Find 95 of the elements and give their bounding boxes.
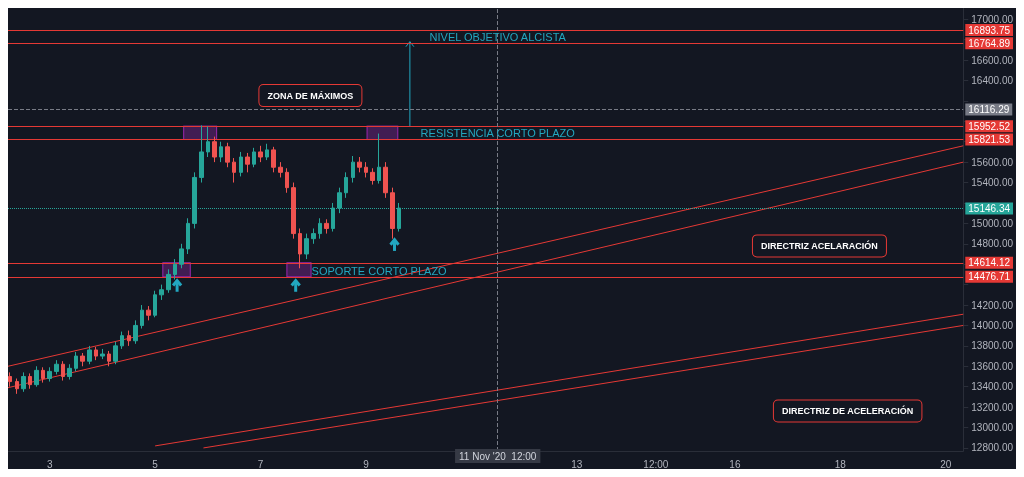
- y-tick-label: 17000.00: [971, 13, 1014, 25]
- candlestick: [74, 351, 78, 372]
- x-tick-label: 20: [940, 458, 952, 470]
- candlestick: [21, 371, 26, 393]
- x-tick-label: 18: [834, 458, 847, 470]
- candlestick: [265, 143, 269, 161]
- candlestick: [271, 146, 276, 173]
- ref-line-label: 16116.29: [968, 103, 1010, 115]
- candlestick: [159, 284, 164, 301]
- candlestick: [166, 268, 171, 294]
- candlestick: [318, 217, 322, 240]
- annotation: DIRECTRIZ ACELARACIÓN: [761, 239, 878, 251]
- candlestick: [239, 151, 243, 177]
- candlestick: [34, 365, 39, 388]
- candlestick: [28, 372, 32, 390]
- candlestick: [100, 348, 105, 360]
- y-tick-label: 13000.00: [971, 422, 1014, 434]
- x-tick-label: 3: [46, 458, 53, 470]
- ref-line-label: 16764.89: [968, 37, 1011, 49]
- candlestick: [146, 305, 151, 321]
- x-tick-label: 16: [729, 458, 741, 470]
- y-tick-label: 15400.00: [971, 177, 1014, 189]
- candlestick: [304, 233, 309, 260]
- candlestick: [232, 157, 236, 184]
- y-tick-label: 13600.00: [971, 360, 1014, 372]
- y-tick-label: 16600.00: [971, 54, 1014, 66]
- y-tick-label: 14000.00: [971, 319, 1014, 331]
- candlestick: [225, 142, 230, 168]
- candlestick: [291, 182, 296, 240]
- candlestick: [8, 371, 12, 388]
- candlestick: [377, 133, 381, 185]
- candlestick: [94, 346, 98, 361]
- candlestick: [54, 359, 59, 375]
- candlestick: [344, 171, 348, 199]
- candlestick: [80, 352, 85, 367]
- candlestick: [212, 136, 217, 163]
- ref-line-label: 14614.12: [968, 257, 1011, 269]
- y-tick-label: 15600.00: [971, 156, 1014, 168]
- candlestick: [351, 155, 355, 184]
- candlestick: [245, 152, 250, 173]
- ref-line-label: 11 Nov '20 12:00: [459, 450, 537, 462]
- candlestick: [324, 218, 329, 235]
- candlestick: [113, 341, 118, 365]
- candlestick: [285, 167, 289, 194]
- y-tick-label: 15000.00: [971, 217, 1014, 229]
- ref-line-label: 14476.71: [968, 271, 1011, 283]
- ref-line-label: 15821.53: [968, 134, 1011, 146]
- candlestick: [47, 366, 52, 383]
- x-tick-label: 13: [571, 458, 583, 470]
- candlestick: [173, 258, 177, 281]
- x-tick-label: 7: [257, 458, 264, 470]
- candlestick: [206, 125, 210, 158]
- candlestick: [298, 227, 302, 269]
- annotation: NIVEL OBJETIVO ALCISTA: [429, 30, 567, 43]
- candlestick: [120, 331, 124, 350]
- x-tick-label: 5: [152, 458, 159, 470]
- y-tick-label: 13200.00: [971, 401, 1014, 413]
- y-tick-label: 16400.00: [971, 74, 1014, 86]
- candlestick: [219, 141, 223, 163]
- candlestick: [278, 161, 283, 178]
- candlestick: [133, 319, 138, 345]
- candlestick: [179, 243, 184, 269]
- candlestick: [390, 187, 395, 240]
- annotation: SOPORTE CORTO PLAZO: [311, 265, 448, 278]
- y-tick-label: 14200.00: [971, 299, 1014, 311]
- candlestick: [87, 345, 92, 365]
- annotation: DIRECTRIZ DE ACELERACIÓN: [782, 404, 914, 416]
- y-tick-label: 13400.00: [971, 381, 1014, 393]
- candlestick: [15, 378, 19, 395]
- annotation: ZONA DE MÁXIMOS: [267, 90, 354, 101]
- x-tick-label: 9: [363, 458, 370, 470]
- candlestick: [107, 350, 111, 367]
- candlestick: [67, 363, 72, 381]
- x-tick-label: 12:00: [643, 458, 669, 470]
- y-tick-label: 13800.00: [971, 340, 1014, 352]
- annotation: RESISTENCIA CORTO PLAZO: [420, 126, 576, 139]
- candlestick: [153, 290, 157, 318]
- candlestick: [383, 161, 388, 199]
- candlestick: [127, 330, 131, 347]
- ref-line-label: 15146.34: [968, 202, 1011, 214]
- candlestick: [364, 161, 368, 178]
- y-tick-label: 14800.00: [971, 238, 1014, 250]
- candlestick: [311, 227, 316, 245]
- candlestick: [41, 366, 45, 384]
- candlestick: [61, 360, 65, 382]
- candlestick: [370, 167, 375, 186]
- y-tick-label: 12800.00: [971, 442, 1014, 454]
- candlestick: [252, 147, 256, 168]
- candlestick: [258, 145, 263, 163]
- candlestick: [199, 124, 204, 184]
- ref-line-label: 15952.52: [968, 120, 1011, 132]
- candlestick: [186, 217, 190, 255]
- candlestick: [140, 304, 144, 330]
- candlestick: [357, 156, 362, 173]
- ref-line-label: 16893.75: [968, 24, 1011, 36]
